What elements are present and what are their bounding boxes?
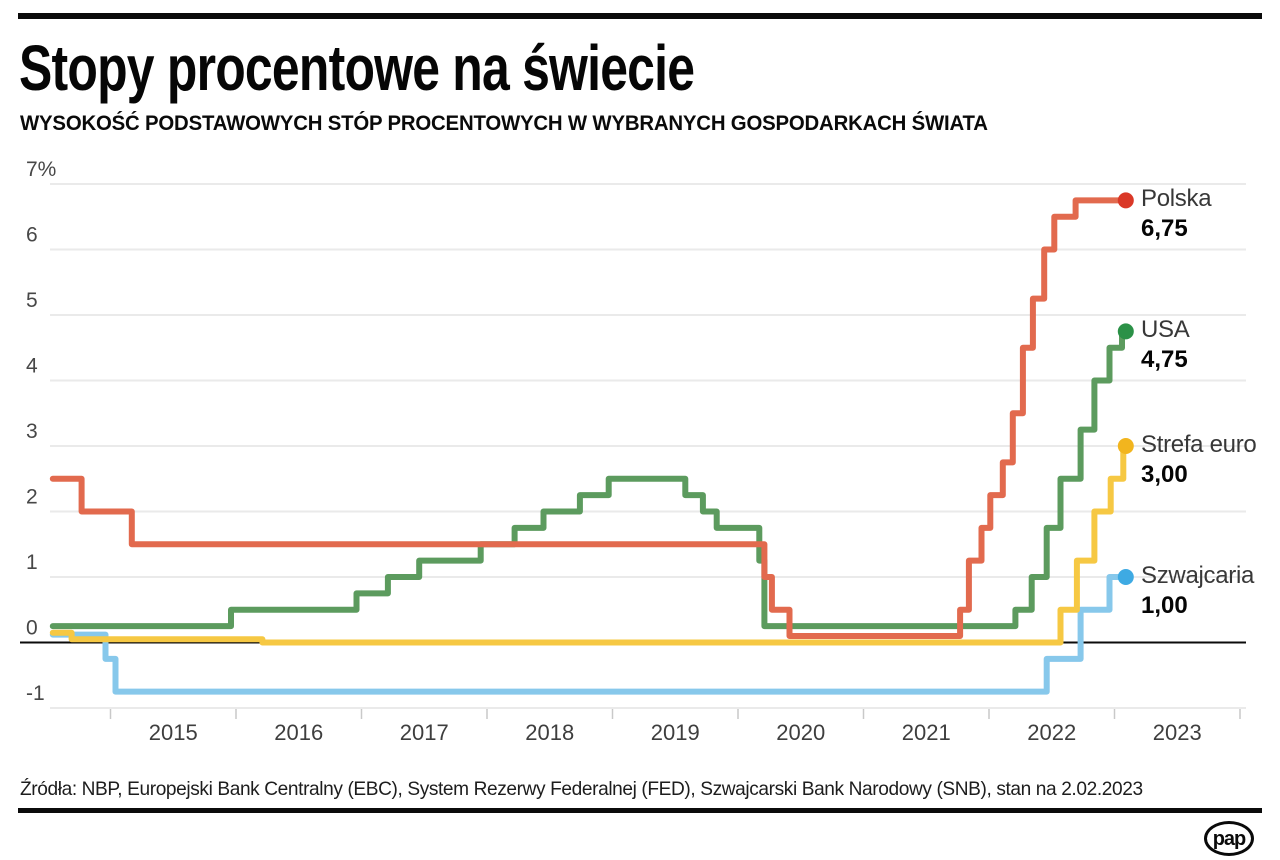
x-axis-tick-label: 2021 <box>902 720 951 745</box>
y-axis-labels: 7% 6 5 4 3 2 1 0 -1 <box>26 158 56 705</box>
legend-series-name: Strefa euro <box>1141 431 1257 458</box>
series-end-dot-szwajcaria <box>1117 569 1134 585</box>
y-axis-tick-label: 1 <box>26 551 38 574</box>
series-line-strefa-euro <box>49 443 1129 646</box>
legend-series-value: 3,00 <box>1141 461 1188 488</box>
legend-series-value: 1,00 <box>1141 592 1188 619</box>
y-axis-tick-label: 4 <box>26 355 38 378</box>
page-subtitle: WYSOKOŚĆ PODSTAWOWYCH STÓP PROCENTOWYCH … <box>20 112 988 135</box>
source-note: Źródła: NBP, Europejski Bank Centralny (… <box>20 778 1143 800</box>
y-axis-tick-label: 0 <box>26 617 38 640</box>
series-end-dot-strefa-euro <box>1117 438 1134 454</box>
x-axis-tick-label: 2020 <box>776 720 825 745</box>
y-axis-tick-label: 6 <box>26 224 38 247</box>
legend-item-usa: USA 4,75 <box>1141 315 1190 375</box>
x-axis-labels: 2015 2016 2017 2018 2019 2020 2021 2022 2023 <box>149 720 1202 745</box>
y-axis-tick-label: -1 <box>26 682 45 705</box>
series-end-dots <box>1117 192 1134 585</box>
y-axis-tick-label: 5 <box>26 289 38 312</box>
legend-item-szwajcaria: Szwajcaria 1,00 <box>1141 561 1254 621</box>
y-axis-tick-label: 3 <box>26 420 38 443</box>
series-end-dot-usa <box>1117 323 1134 340</box>
series-end-dot-polska <box>1117 192 1134 209</box>
series-lines <box>49 197 1129 695</box>
page-title: Stopy procentowe na świecie <box>19 32 695 104</box>
legend-item-polska: Polska 6,75 <box>1141 184 1212 244</box>
pap-logo: pap <box>1204 821 1254 856</box>
legend-series-name: Polska <box>1141 185 1212 213</box>
x-axis-tick-label: 2016 <box>274 720 323 745</box>
legend-series-name: USA <box>1141 316 1190 344</box>
y-axis-tick-label: 2 <box>26 486 38 509</box>
y-axis-tick-label: 7% <box>26 158 56 181</box>
x-axis-tick-label: 2019 <box>651 720 700 745</box>
x-axis-ticks <box>109 709 1241 719</box>
series-line-szwajcaria <box>49 574 1129 695</box>
bottom-divider-rule <box>18 808 1262 813</box>
legend-series-value: 4,75 <box>1141 346 1188 374</box>
top-divider-rule <box>18 13 1262 19</box>
series-line-usa <box>49 328 1129 630</box>
x-axis-tick-label: 2022 <box>1027 720 1076 745</box>
x-axis-tick-label: 2023 <box>1153 720 1202 745</box>
x-axis-tick-label: 2018 <box>525 720 574 745</box>
x-axis-tick-label: 2017 <box>400 720 449 745</box>
series-line-polska <box>49 197 1129 639</box>
legend-item-strefa-euro: Strefa euro 3,00 <box>1141 430 1257 490</box>
pap-logo-text: pap <box>1212 827 1247 850</box>
legend-series-name: Szwajcaria <box>1141 562 1255 589</box>
legend-series-value: 6,75 <box>1141 215 1188 243</box>
x-axis-tick-label: 2015 <box>149 720 198 745</box>
